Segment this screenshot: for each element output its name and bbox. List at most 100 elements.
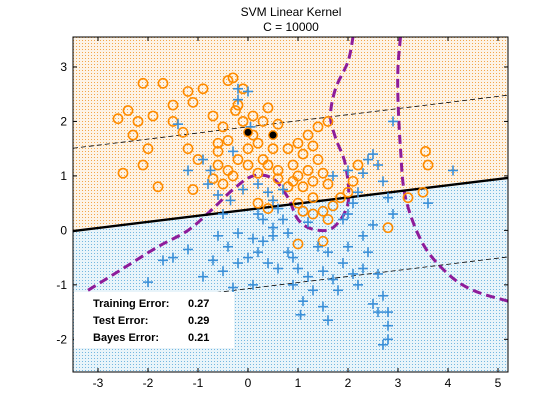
orange-circle-point [167, 99, 179, 111]
blue-plus-point [293, 263, 303, 274]
blue-plus-point [228, 146, 238, 157]
blue-plus-point [143, 277, 153, 288]
orange-circle-point [252, 137, 264, 149]
blue-plus-point [225, 195, 236, 206]
orange-circle-point [207, 173, 219, 185]
y-tick-label: 0 [60, 223, 67, 237]
blue-plus-point [233, 94, 243, 105]
error-legend-background [74, 292, 234, 348]
blue-plus-point [295, 309, 306, 320]
orange-circle-point [347, 175, 359, 187]
x-tick-label: -1 [193, 376, 204, 390]
blue-plus-point [348, 198, 358, 209]
blue-plus-point [223, 241, 233, 252]
blue-plus-point [348, 268, 358, 279]
orange-circle-point [272, 118, 284, 130]
orange-circle-point [317, 235, 329, 247]
blue-plus-point [373, 307, 383, 318]
orange-circle-point [327, 200, 339, 212]
blue-plus-point [168, 252, 178, 263]
orange-circle-point [292, 137, 304, 149]
orange-circle-point [292, 238, 304, 250]
blue-plus-point [253, 247, 263, 258]
blue-plus-point [358, 263, 368, 274]
blue-plus-point [383, 320, 393, 331]
blue-plus-point [378, 176, 388, 187]
orange-circle-point [322, 116, 334, 127]
orange-circle-point [222, 135, 234, 146]
blue-plus-point [273, 203, 283, 214]
blue-plus-point [423, 198, 433, 209]
orange-circle-point [307, 208, 319, 220]
orange-circle-point [317, 205, 329, 217]
blue-plus-point [233, 258, 243, 269]
orange-circle-point [302, 129, 314, 141]
blue-plus-point [253, 179, 263, 190]
orange-circle-point [147, 110, 159, 122]
plot-frame [72, 36, 509, 373]
orange-circle-point [242, 143, 254, 155]
orange-circle-point [182, 143, 194, 155]
blue-plus-point [318, 301, 328, 312]
blue-plus-point [218, 209, 228, 220]
blue-plus-point [248, 279, 258, 290]
blue-plus-point [243, 86, 253, 97]
blue-plus-point [338, 214, 348, 225]
orange-circle-point [292, 197, 304, 209]
orange-circle-point [217, 121, 229, 133]
blue-plus-point [205, 165, 216, 176]
blue-plus-point [278, 184, 288, 195]
orange-circle-point [282, 143, 294, 155]
orange-circle-point [262, 159, 274, 171]
orange-circle-point [342, 186, 354, 198]
blue-plus-point [373, 160, 383, 171]
orange-circle-point [297, 205, 309, 217]
orange-circle-point [232, 154, 244, 165]
orange-circle-point [242, 159, 254, 171]
blue-plus-point [248, 233, 258, 244]
orange-circle-point [322, 178, 334, 190]
blue-plus-point [448, 165, 458, 176]
orange-circle-point [307, 192, 319, 204]
orange-circle-point [187, 184, 199, 195]
x-tick-label: 1 [295, 376, 302, 390]
orange-circle-point [422, 159, 434, 171]
orange-circle-point [212, 145, 224, 157]
blue-plus-point [298, 296, 308, 307]
blue-plus-point [368, 298, 378, 309]
blue-plus-point [343, 209, 353, 220]
orange-circle-point [272, 165, 284, 176]
blue-plus-point [213, 230, 223, 241]
blue-plus-point [343, 165, 353, 176]
blue-plus-point [198, 271, 208, 282]
blue-plus-point [338, 258, 348, 269]
orange-circle-point [182, 86, 194, 97]
blue-plus-point [268, 222, 278, 233]
orange-circle-point [402, 192, 414, 204]
orange-circle-point [122, 105, 134, 116]
bayes-error-value: 0.21 [188, 332, 209, 344]
orange-circle-point [112, 113, 124, 125]
blue-plus-point [208, 255, 218, 266]
blue-plus-point [268, 195, 278, 206]
blue-plus-point [323, 315, 333, 326]
blue-plus-point [353, 279, 363, 290]
upper-margin-line [73, 94, 508, 149]
orange-circle-point [252, 167, 264, 179]
orange-circle-point [272, 173, 284, 185]
orange-circle-point [417, 186, 429, 198]
y-tick-label: 2 [60, 114, 67, 128]
y-tick-label: -1 [56, 278, 67, 292]
blue-plus-point [218, 266, 228, 277]
orange-circle-point [352, 159, 364, 171]
blue-plus-point [313, 241, 323, 252]
orange-circle-point [187, 96, 199, 108]
blue-plus-point [368, 149, 378, 160]
orange-circle-point [335, 192, 346, 204]
orange-circle-point [152, 181, 164, 193]
blue-plus-point [198, 154, 208, 165]
bayes-error-label: Bayes Error: [93, 332, 159, 344]
bayes-boundary-curve [396, 37, 508, 303]
blue-plus-point [258, 214, 268, 225]
